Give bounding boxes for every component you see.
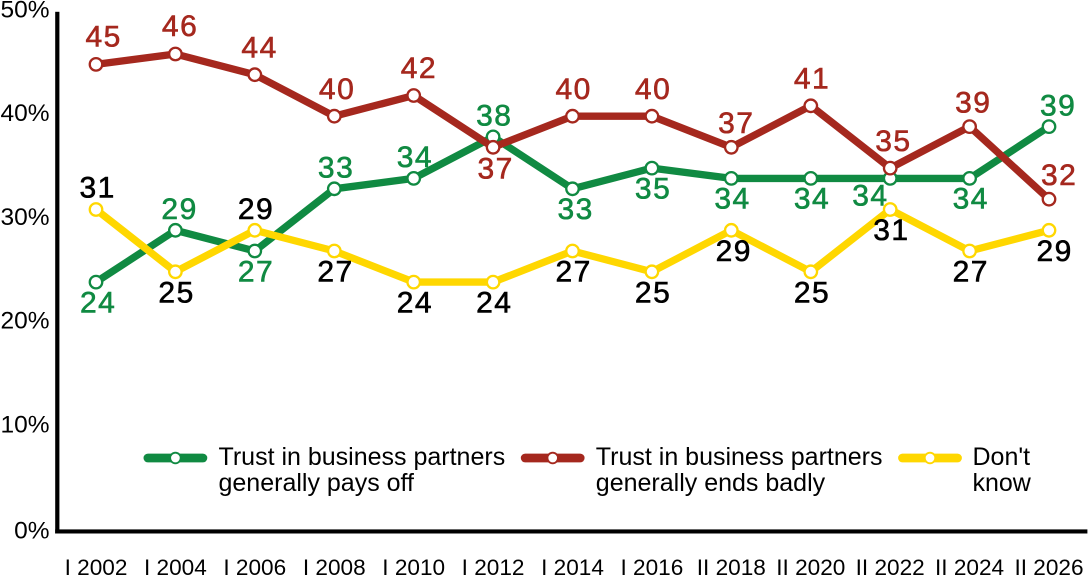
svg-text:I 2014: I 2014 [541,555,604,577]
svg-text:34: 34 [794,183,830,216]
svg-text:42: 42 [401,52,437,85]
svg-text:40: 40 [635,73,671,106]
svg-text:0%: 0% [14,518,49,545]
svg-text:24: 24 [476,287,512,320]
svg-text:I 2012: I 2012 [462,555,525,577]
svg-text:39: 39 [1040,90,1076,123]
svg-text:44: 44 [241,31,277,64]
svg-text:generally ends badly: generally ends badly [596,469,826,497]
svg-text:32: 32 [1041,159,1077,192]
svg-text:27: 27 [556,256,592,289]
svg-text:29: 29 [716,235,752,268]
svg-text:II 2020: II 2020 [776,555,845,577]
svg-text:generally pays off: generally pays off [219,469,415,497]
svg-text:II 2026: II 2026 [1014,555,1083,577]
svg-text:38: 38 [476,99,512,132]
svg-text:40%: 40% [0,100,49,127]
svg-text:27: 27 [317,256,353,289]
svg-text:I 2016: I 2016 [620,555,683,577]
svg-text:29: 29 [238,193,274,226]
svg-text:I 2006: I 2006 [223,555,286,577]
svg-text:25: 25 [635,276,671,309]
svg-text:50%: 50% [0,0,49,24]
svg-text:I 2004: I 2004 [144,555,207,577]
svg-text:34: 34 [852,179,888,212]
svg-text:20%: 20% [0,308,49,335]
svg-text:41: 41 [794,63,830,96]
svg-text:25: 25 [794,276,830,309]
svg-text:II 2024: II 2024 [935,555,1004,577]
svg-text:40: 40 [556,73,592,106]
svg-text:30%: 30% [0,204,49,231]
svg-text:Trust in business partners: Trust in business partners [219,443,506,471]
svg-text:46: 46 [162,10,198,43]
svg-text:29: 29 [161,193,197,226]
svg-text:34: 34 [714,183,750,216]
svg-text:33: 33 [558,193,594,226]
svg-text:II 2022: II 2022 [856,555,925,577]
svg-text:I 2010: I 2010 [382,555,445,577]
svg-text:31: 31 [873,214,909,247]
svg-text:I 2008: I 2008 [303,555,366,577]
svg-text:35: 35 [635,172,671,205]
svg-text:Don't: Don't [973,443,1031,471]
svg-text:45: 45 [86,20,122,53]
svg-text:35: 35 [875,125,911,158]
svg-text:37: 37 [478,153,514,186]
svg-text:24: 24 [397,287,433,320]
svg-text:know: know [973,469,1032,497]
svg-text:I 2002: I 2002 [65,555,128,577]
svg-text:Trust in business partners: Trust in business partners [596,443,883,471]
svg-text:40: 40 [319,73,355,106]
svg-text:27: 27 [238,255,274,288]
svg-text:10%: 10% [0,411,49,438]
svg-text:29: 29 [1037,235,1073,268]
svg-text:25: 25 [158,276,194,309]
svg-text:II 2018: II 2018 [697,555,766,577]
svg-text:39: 39 [955,87,991,120]
svg-text:33: 33 [318,151,354,184]
svg-text:24: 24 [80,286,116,319]
svg-text:34: 34 [953,183,989,216]
svg-text:27: 27 [953,256,989,289]
svg-text:37: 37 [718,107,754,140]
svg-text:34: 34 [397,141,433,174]
svg-text:31: 31 [80,172,116,205]
